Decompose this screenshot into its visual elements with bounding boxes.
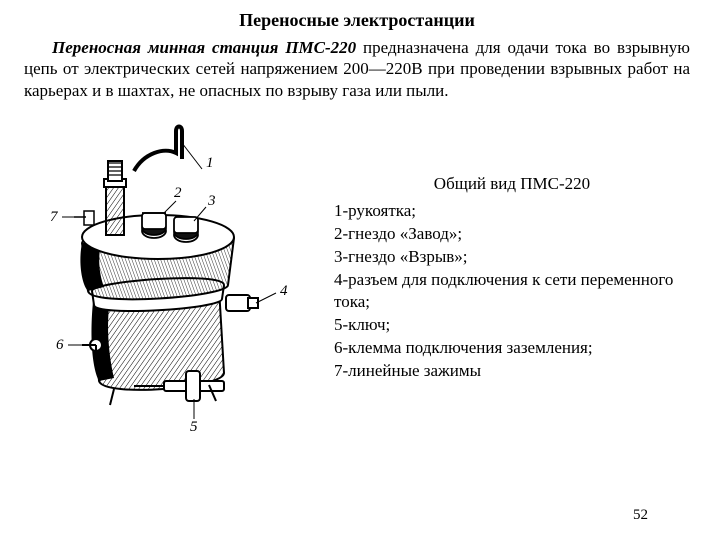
callout-7: 7 (50, 209, 59, 225)
callout-6: 6 (56, 337, 64, 353)
page-title: Переносные электростанции (24, 10, 690, 31)
device-illustration: 1 2 3 4 5 6 7 (24, 113, 314, 433)
legend-item: 4-разъем для подключения к сети переменн… (334, 269, 690, 315)
legend-item: 5-ключ; (334, 314, 690, 337)
legend-block: Общий вид ПМС-220 1-рукоятка; 2-гнездо «… (334, 113, 690, 383)
callout-3: 3 (207, 193, 216, 209)
callout-2: 2 (174, 185, 182, 201)
content-row: 1 2 3 4 5 6 7 Общий вид ПМС-220 1-рукоят… (24, 113, 690, 433)
callout-5: 5 (190, 419, 198, 433)
legend-item: 2-гнездо «Завод»; (334, 223, 690, 246)
callout-1: 1 (206, 155, 214, 171)
callout-4: 4 (280, 283, 288, 299)
intro-paragraph: Переносная минная станция ПМС-220 предна… (24, 37, 690, 101)
legend-item: 1-рукоятка; (334, 200, 690, 223)
legend-item: 3-гнездо «Взрыв»; (334, 246, 690, 269)
legend-title: Общий вид ПМС-220 (334, 173, 690, 196)
legend-item: 7-линейные зажимы (334, 360, 690, 383)
legend-item: 6-клемма подключения заземления; (334, 337, 690, 360)
intro-lead: Переносная минная станция ПМС-220 (52, 38, 356, 57)
page-number: 52 (633, 507, 648, 524)
